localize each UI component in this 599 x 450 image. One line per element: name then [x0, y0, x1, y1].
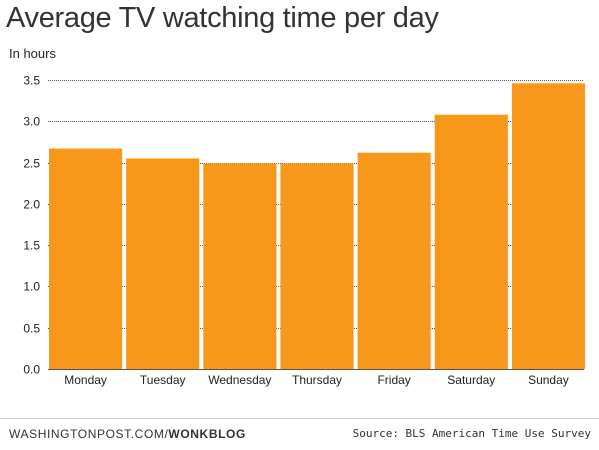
x-tick-label: Saturday: [447, 373, 495, 387]
credit-brand: WONKBLOG: [168, 427, 246, 441]
bar[interactable]: [203, 163, 277, 369]
bar[interactable]: [434, 114, 508, 370]
bar[interactable]: [126, 158, 200, 369]
y-axis-label: In hours: [9, 46, 56, 61]
y-tick-label: 3.5: [23, 74, 40, 88]
source-note: Source: BLS American Time Use Survey: [352, 427, 591, 440]
bar[interactable]: [280, 163, 354, 369]
y-tick-label: 0.0: [23, 363, 40, 377]
x-tick-label: Thursday: [292, 373, 342, 387]
x-tick-label: Sunday: [528, 373, 569, 387]
footer-credit[interactable]: WASHINGTONPOST.COM/WONKBLOG: [9, 427, 246, 441]
y-tick-label: 1.5: [23, 239, 40, 253]
x-tick-label: Friday: [377, 373, 410, 387]
x-tick-label: Tuesday: [140, 373, 186, 387]
bar[interactable]: [49, 148, 123, 369]
x-tick-label: Wednesday: [208, 373, 271, 387]
y-tick-label: 2.5: [23, 157, 40, 171]
bar-chart: 0.0 0.5 1.0 1.5 2.0 2.5 3.0 3.5 Monday Tuesday Wed…: [23, 74, 585, 388]
bar[interactable]: [357, 152, 431, 369]
y-tick-label: 3.0: [23, 115, 40, 129]
axis-labels: 0.0 0.5 1.0 1.5 2.0 2.5 3.0 3.5 Monday Tuesday Wed…: [23, 74, 568, 388]
bar[interactable]: [511, 83, 585, 369]
footer-divider: [0, 418, 599, 419]
y-tick-label: 2.0: [23, 198, 40, 212]
x-tick-label: Monday: [64, 373, 107, 387]
chart-title: Average TV watching time per day: [6, 2, 439, 34]
bars: [49, 83, 585, 370]
y-tick-label: 1.0: [23, 280, 40, 294]
credit-domain: WASHINGTONPOST.COM/: [9, 427, 169, 441]
y-tick-label: 0.5: [23, 322, 40, 336]
